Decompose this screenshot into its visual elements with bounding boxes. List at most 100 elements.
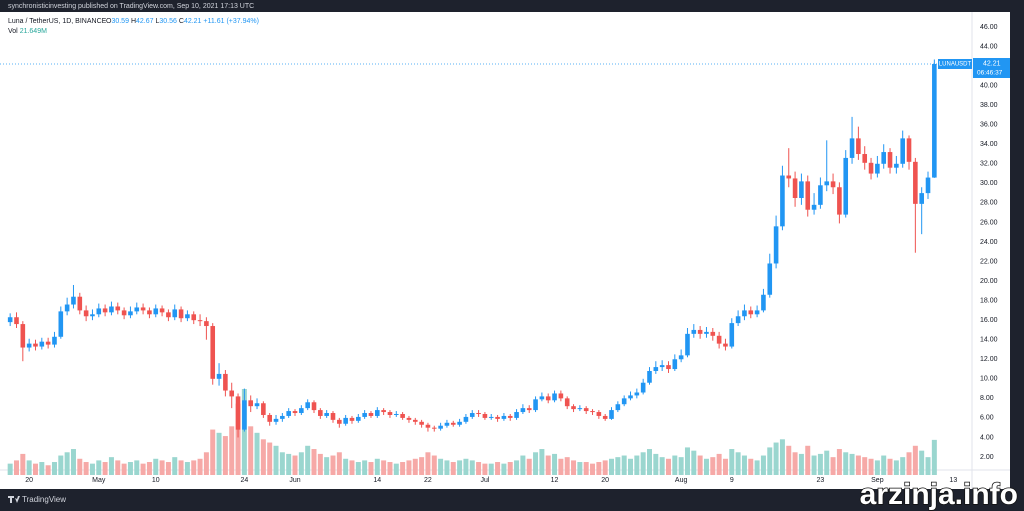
volume-bar (393, 463, 399, 475)
candle-body (495, 416, 500, 419)
volume-bar (640, 452, 646, 475)
x-tick-label: 12 (551, 477, 559, 484)
volume-bar (26, 460, 32, 475)
candle-body (514, 412, 519, 418)
candle-body (533, 399, 538, 411)
y-tick-label: 38.00 (980, 102, 998, 109)
volume-bar (431, 455, 437, 475)
candle-body (242, 400, 247, 430)
volume-bar (912, 445, 918, 475)
x-tick-label: 20 (25, 477, 33, 484)
candle-body (52, 336, 57, 345)
candle-body (229, 390, 235, 397)
candle-body (830, 181, 836, 188)
volume-bar (260, 439, 266, 475)
candle-body (121, 310, 127, 316)
candle-body (710, 331, 716, 336)
volume-bar (121, 463, 127, 475)
volume-bar (773, 442, 779, 475)
volume-bar (349, 460, 355, 475)
volume-bar (805, 445, 811, 475)
candle-body (469, 413, 475, 417)
candle-body (659, 365, 665, 368)
volume-bar (444, 460, 450, 475)
y-tick-label: 36.00 (980, 122, 998, 129)
candle-body (571, 406, 576, 410)
candle-body (932, 63, 937, 178)
volume-bar (558, 458, 564, 475)
y-tick-label: 34.00 (980, 141, 998, 148)
candle-body (311, 402, 317, 411)
volume-bar (343, 458, 349, 475)
volume-bar (495, 462, 501, 475)
symbol-tag-bg (938, 59, 972, 69)
candle-body (349, 417, 355, 421)
candle-body (716, 335, 722, 344)
candle-body (178, 309, 184, 319)
volume-bar (450, 462, 456, 475)
volume-bar (646, 449, 652, 475)
ohlc-label: C (179, 18, 184, 25)
volume-bar (621, 455, 627, 475)
volume-title: Vol (8, 28, 18, 35)
candle-body (90, 314, 95, 317)
volume-bar (184, 462, 190, 475)
ohlc-label: H (131, 18, 136, 25)
x-tick-label: 10 (152, 477, 160, 484)
volume-bar (298, 452, 304, 475)
volume-bar (330, 455, 336, 475)
volume-bar (368, 462, 374, 475)
y-tick-label: 28.00 (980, 200, 998, 207)
volume-bar (520, 455, 526, 475)
volume-bar (58, 455, 64, 475)
candle-body (96, 308, 102, 315)
volume-bar (387, 462, 393, 475)
volume-bar (710, 457, 716, 475)
volume-bar (115, 460, 121, 475)
volume-bar (355, 462, 361, 475)
volume-bar (254, 432, 260, 475)
volume-bar (526, 458, 532, 475)
volume-bar (786, 445, 792, 475)
volume-bar (45, 465, 51, 475)
volume-bar (425, 452, 431, 475)
candle-body (849, 138, 855, 158)
symbol: Luna / TetherUS, 1D, BINANCE (8, 18, 107, 25)
candle-body (109, 306, 114, 313)
y-tick-label: 2.00 (980, 454, 994, 461)
candle-body (381, 410, 386, 413)
volume-bar (716, 453, 722, 475)
x-tick-label: Aug (675, 477, 688, 484)
candle-body (39, 341, 45, 347)
candle-body (400, 413, 405, 418)
candle-body (666, 365, 671, 370)
candle-body (685, 333, 690, 356)
candle-body (634, 392, 640, 396)
volume-bar (653, 453, 659, 475)
volume-bar (102, 462, 108, 475)
x-tick-label: 14 (373, 477, 381, 484)
candle-body (799, 181, 804, 198)
candle-body (438, 425, 443, 429)
candle-body (254, 403, 260, 407)
candle-body (868, 162, 874, 174)
candle-body (900, 138, 905, 164)
candle-body (356, 416, 361, 421)
candle-body (412, 419, 418, 422)
volume-bar (634, 455, 640, 475)
candle-body (83, 310, 89, 317)
candle-body (147, 310, 152, 315)
volume-bar (7, 463, 13, 475)
candle-body (450, 422, 456, 425)
candle-body (64, 304, 70, 312)
volume-bar (545, 455, 551, 475)
candle-body (672, 359, 678, 370)
volume-bar (767, 447, 773, 475)
volume-bar (754, 460, 760, 475)
volume-bar (672, 455, 678, 475)
volume-bar (824, 450, 830, 475)
volume-bar (286, 453, 292, 475)
candle-body (748, 310, 754, 315)
candle-body (697, 329, 703, 334)
